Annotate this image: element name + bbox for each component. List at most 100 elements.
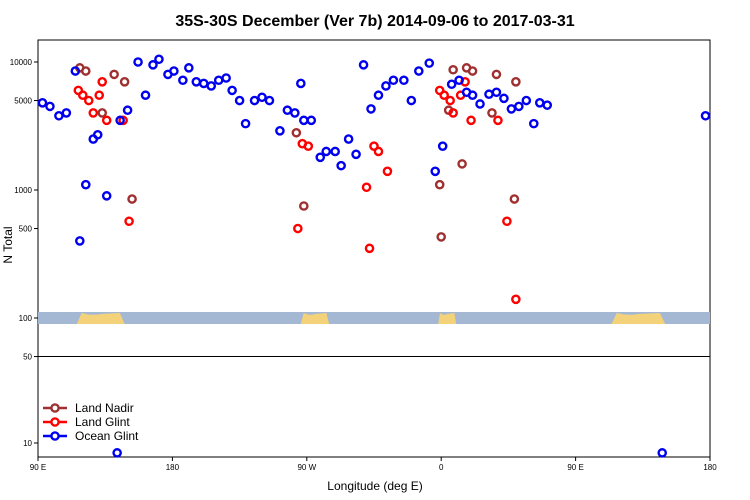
legend-marker-land-glint	[50, 417, 60, 427]
ocean-glint-point	[499, 93, 509, 104]
ocean-glint-point	[61, 108, 72, 118]
ocean-glint-point	[70, 66, 81, 76]
land-nadir-point	[109, 69, 119, 80]
ocean-glint-point	[406, 95, 417, 106]
ocean-glint-point	[198, 78, 209, 89]
ocean-glint-point	[424, 58, 435, 68]
land-nadir-point	[291, 127, 302, 138]
ocean-glint-point	[534, 98, 545, 108]
x-tick-label: 90 E	[30, 463, 46, 472]
y-tick-label: 10	[23, 439, 32, 448]
land-nadir-point	[457, 159, 467, 169]
land-glint-point	[361, 182, 372, 193]
x-tick-label: 0	[439, 463, 444, 472]
land-strip-2	[300, 313, 330, 324]
land-glint-point	[94, 90, 105, 101]
ocean-glint-point	[282, 105, 293, 116]
ocean-glint-point	[373, 90, 384, 101]
ocean-glint-point	[521, 95, 532, 106]
ocean-glint-point	[140, 90, 151, 101]
ocean-glint-point	[475, 99, 485, 109]
ocean-glint-point	[506, 104, 517, 114]
land-glint-point	[303, 141, 314, 151]
ocean-glint-point	[542, 100, 553, 110]
land-strip-4	[611, 313, 666, 324]
land-nadir-point	[509, 194, 520, 204]
land-nadir-point	[511, 77, 521, 87]
ocean-glint-point	[330, 146, 340, 157]
ocean-glint-point	[299, 115, 309, 126]
land-nadir-point	[299, 201, 309, 211]
land-glint-point	[101, 115, 112, 126]
land-glint-point	[382, 166, 393, 177]
ocean-glint-point	[306, 115, 317, 126]
ocean-glint-point	[80, 179, 91, 190]
chart-title: 35S-30S December (Ver 7b) 2014-09-06 to …	[175, 13, 574, 30]
land-glint-point	[445, 95, 455, 106]
land-glint-point	[78, 90, 88, 101]
land-glint-point	[493, 115, 503, 126]
land-nadir-point	[487, 108, 497, 118]
ocean-glint-point	[484, 89, 494, 100]
ocean-glint-point	[413, 66, 424, 76]
land-glint-point	[293, 223, 303, 234]
ocean-glint-point	[45, 101, 55, 112]
ocean-glint-point	[491, 87, 502, 98]
x-tick-label: 180	[166, 463, 180, 472]
ocean-glint-point	[430, 166, 441, 177]
x-axis-label: Longitude (deg E)	[327, 479, 422, 493]
ocean-glint-point	[366, 104, 376, 114]
land-glint-point	[466, 115, 476, 126]
ocean-glint-point	[112, 448, 122, 458]
legend-label-land-nadir: Land Nadir	[75, 401, 134, 415]
plot-frame	[37, 39, 711, 458]
ocean-glint-point	[296, 78, 306, 89]
land-glint-point	[88, 108, 99, 118]
ocean-glint-point	[351, 149, 361, 160]
land-nadir-point	[436, 232, 447, 242]
ocean-glint-point	[169, 66, 179, 76]
y-tick-label: 1000	[14, 186, 32, 195]
land-glint-point	[373, 146, 384, 157]
ocean-glint-point	[257, 92, 267, 103]
y-tick-label: 10000	[10, 58, 33, 67]
land-nadir-point	[434, 179, 445, 190]
x-tick-label: 90 W	[297, 463, 316, 472]
plot-layer: 10000 5000 1000 500 100 50 10 90 E 180 90 W 0 90 E 1…	[10, 39, 717, 472]
ocean-glint-point	[54, 110, 64, 121]
ocean-glint-point	[206, 81, 217, 91]
ocean-glint-point	[264, 95, 275, 106]
land-strip-3	[438, 313, 457, 324]
ocean-glint-point	[528, 118, 539, 129]
ocean-glint-point	[191, 77, 202, 87]
ocean-glint-point	[454, 75, 464, 86]
ocean-glint-point	[437, 141, 448, 151]
land-nadir-point	[119, 77, 130, 87]
legend-label-ocean-glint: Ocean Glint	[75, 429, 139, 443]
ocean-glint-point	[321, 146, 332, 157]
land-nadir-point	[80, 66, 91, 76]
legend-marker-ocean-glint	[50, 431, 60, 441]
ocean-glint-point	[514, 101, 524, 112]
ocean-glint-point	[154, 54, 164, 65]
x-tick-label: 90 E	[567, 463, 583, 472]
ocean-glint-point	[184, 63, 194, 73]
ocean-glint-point	[467, 90, 478, 101]
ocean-glint-point	[234, 95, 245, 106]
land-glint-point	[502, 216, 512, 227]
y-axis-label: N Total	[1, 226, 15, 263]
ocean-strip	[38, 312, 710, 324]
land-glint-point	[448, 108, 458, 118]
land-glint-point	[511, 294, 521, 305]
ocean-glint-point	[115, 115, 125, 126]
x-tick-label: 180	[703, 463, 717, 472]
land-nadir-point	[491, 69, 502, 80]
land-glint-point	[439, 90, 449, 101]
ocean-glint-point	[221, 73, 231, 83]
ocean-glint-point	[700, 110, 711, 121]
ocean-glint-point	[388, 75, 399, 86]
y-tick-label: 50	[23, 353, 32, 362]
land-nadir-point	[97, 108, 108, 118]
